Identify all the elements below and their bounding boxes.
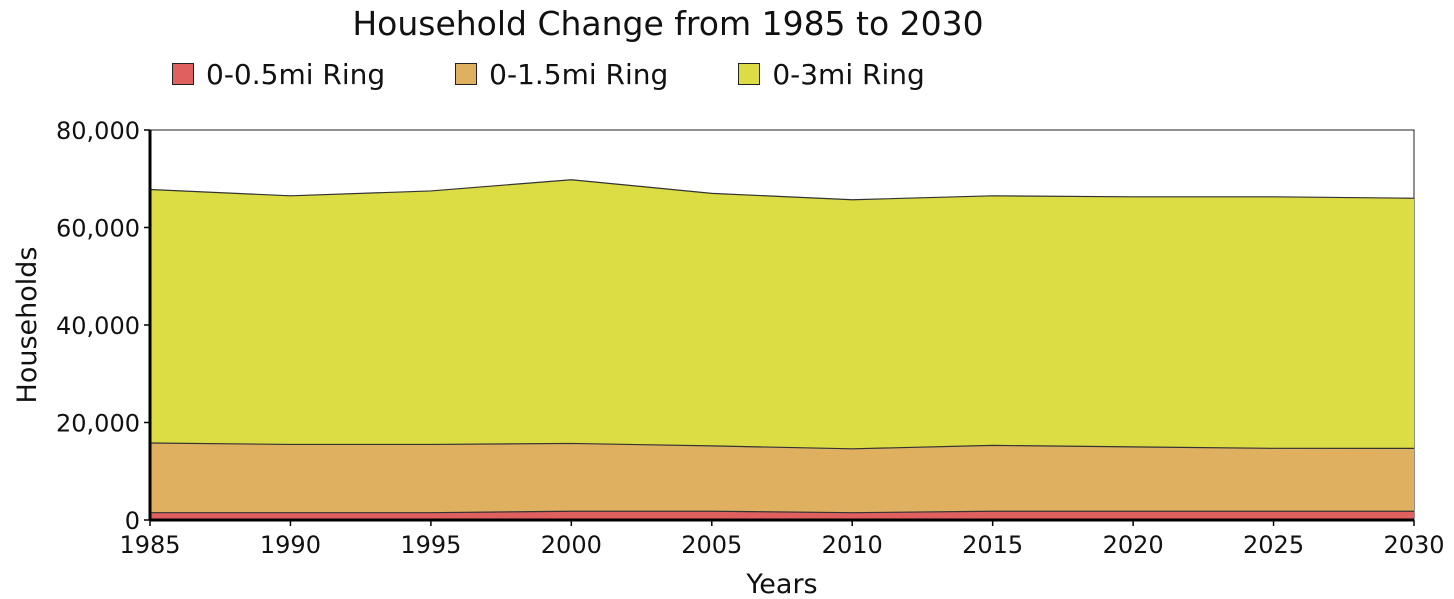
x-tick-label: 1985 [119,531,180,559]
axes: 0 20,000 40,000 60,000 80,000 1985 1990 1995 200… [56,117,1445,559]
legend-item-0-0.5mi-ring: 0-0.5mi Ring [172,58,385,91]
y-tick-label: 0 [125,507,140,535]
legend-swatch-0-0.5mi-ring [172,63,194,85]
legend-item-0-1.5mi-ring: 0-1.5mi Ring [455,58,668,91]
x-tick-label: 1995 [400,531,461,559]
plot-areas [149,129,1415,521]
y-tick-label: 60,000 [56,215,140,243]
series-line-0-3mi-ring [149,179,1415,201]
legend-item-0-3mi-ring: 0-3mi Ring [738,57,925,91]
legend-label-0-0.5mi-ring: 0-0.5mi Ring [206,57,386,91]
x-axis-title: Years [745,569,817,599]
chart-title: Household Change from 1985 to 2030 [352,4,984,43]
y-axis-title: Households [12,247,43,404]
x-tick-label: 2025 [1243,531,1304,559]
x-tick-label: 2020 [1103,531,1164,559]
legend: 0-0.5mi Ring 0-1.5mi Ring 0-3mi Ring [172,57,995,91]
x-tick-label: 2030 [1383,531,1444,559]
x-tick-label: 1990 [260,531,321,559]
x-tick-label: 2015 [962,531,1023,559]
x-tick-label: 2005 [681,531,742,559]
x-tick-label: 2000 [541,531,602,559]
y-tick-label: 80,000 [56,117,140,145]
area-0-3mi-ring [150,179,1414,520]
legend-label-0-1.5mi-ring: 0-1.5mi Ring [489,57,669,91]
y-tick-label: 20,000 [56,410,140,438]
y-tick-label: 40,000 [56,312,140,340]
series-line-0-0.5mi-ring [150,510,1414,514]
legend-swatch-0-1.5mi-ring [455,63,478,85]
area-0-1.5mi-ring [150,442,1414,520]
legend-label-0-3mi-ring: 0-3mi Ring [772,57,925,91]
series-line-0-1.5mi-ring [149,442,1414,450]
legend-swatch-0-3mi-ring [738,63,761,85]
area-0-0.5mi-ring [150,511,1414,520]
x-tick-label: 2010 [822,531,883,559]
